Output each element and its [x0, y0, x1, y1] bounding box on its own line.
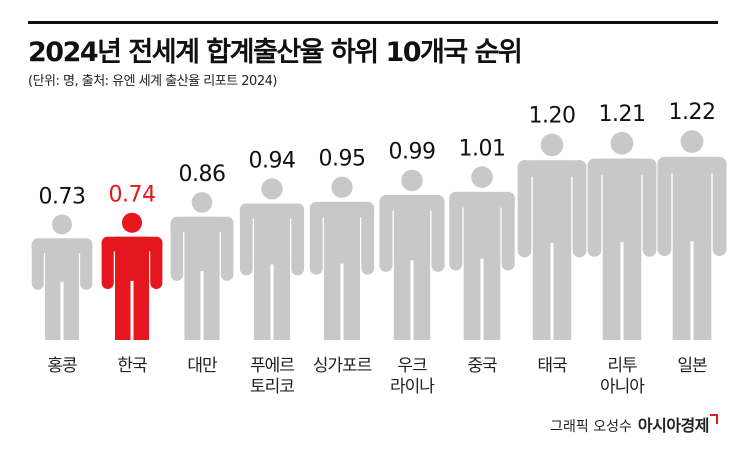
figure-body	[184, 216, 220, 271]
value-label: 1.20	[529, 104, 576, 129]
person-figure	[379, 169, 445, 340]
value-label: 0.99	[389, 140, 436, 165]
figure-leg	[63, 279, 79, 340]
figure-arm	[101, 236, 114, 290]
figure-arm	[379, 195, 393, 272]
title-rule	[28, 21, 718, 24]
figure-arm	[291, 203, 305, 276]
figure-arm	[309, 201, 323, 275]
value-label: 1.01	[459, 136, 506, 161]
figure-leg	[323, 261, 341, 340]
category-label: 푸에르 토리코	[250, 356, 295, 397]
figure-leg	[672, 239, 691, 340]
person-figure	[309, 176, 375, 340]
value-label: 0.95	[319, 147, 366, 172]
figure-leg	[413, 258, 431, 340]
figure-head	[540, 133, 564, 157]
figure-leg	[45, 279, 61, 340]
figure-arm	[31, 238, 44, 290]
category-label: 홍콩	[47, 356, 77, 376]
figure-body	[114, 236, 150, 281]
figure-arm	[220, 216, 234, 281]
figure-body	[393, 195, 431, 261]
figure-arm	[239, 203, 253, 276]
figure-leg	[273, 262, 290, 340]
figure-head	[331, 176, 353, 198]
value-label: 1.22	[669, 100, 716, 125]
category-label: 대만	[187, 356, 217, 376]
figure-leg	[463, 256, 481, 340]
figure-arm	[501, 191, 515, 271]
figure-arm	[712, 156, 727, 257]
person-figure	[170, 192, 234, 340]
value-label: 0.94	[249, 148, 296, 173]
figure-arm	[361, 201, 375, 275]
figure-arm	[642, 158, 657, 257]
figure-leg	[602, 240, 621, 340]
figure-arm	[431, 195, 445, 272]
figure-leg	[184, 268, 201, 340]
figure-head	[52, 214, 72, 235]
figure-leg	[343, 261, 361, 340]
figure-arm	[449, 191, 463, 271]
figure-body	[463, 191, 501, 259]
figure-leg	[203, 268, 220, 340]
category-label: 우크 라이나	[390, 356, 435, 397]
value-label: 0.86	[179, 162, 226, 187]
source-logo: 아시아경제	[637, 416, 710, 435]
person-figure	[31, 214, 93, 340]
figure-body	[672, 156, 712, 242]
figure-body	[323, 201, 361, 264]
logo-mark	[710, 414, 718, 424]
chart-subtitle: (단위: 명, 출처: 유엔 세계 출산율 리포트 2024)	[28, 74, 277, 89]
figure-arm	[517, 160, 532, 258]
figure-arm	[587, 158, 602, 257]
figure-head	[261, 178, 283, 200]
category-label: 태국	[537, 356, 567, 376]
figure-head	[121, 212, 143, 233]
figure-leg	[693, 239, 712, 340]
category-label: 한국	[117, 356, 147, 376]
person-figure	[517, 133, 587, 340]
figure-arm	[150, 236, 163, 290]
figure-arm	[572, 160, 587, 258]
person-figure	[101, 212, 163, 340]
value-label: 0.74	[109, 183, 156, 208]
category-label: 중국	[467, 356, 497, 376]
figure-leg	[553, 240, 572, 340]
figure-leg	[133, 278, 150, 340]
figure-leg	[483, 256, 501, 340]
figure-head	[191, 192, 213, 213]
figure-leg	[532, 240, 551, 340]
figure-leg	[623, 240, 642, 340]
figure-head	[610, 131, 634, 155]
figure-leg	[114, 278, 131, 340]
figure-arm	[170, 216, 184, 281]
credit-text: 그래픽 오성수	[550, 419, 632, 435]
person-figure	[449, 166, 515, 340]
figure-body	[602, 158, 642, 243]
person-figure	[587, 131, 657, 340]
person-figure	[657, 130, 727, 340]
person-figure	[239, 178, 305, 340]
value-label: 0.73	[39, 184, 86, 209]
figure-body	[532, 160, 572, 243]
figure-leg	[254, 262, 271, 340]
figure-body	[45, 238, 79, 282]
figure-body	[254, 203, 290, 265]
figure-head	[471, 166, 493, 188]
chart-title: 2024년 전세계 합계출산율 하위 10개국 순위	[28, 37, 523, 68]
figure-arm	[80, 238, 93, 290]
figure-head	[401, 169, 423, 192]
category-label: 리투 아니아	[600, 356, 645, 397]
figure-leg	[393, 258, 411, 340]
category-label: 일본	[677, 356, 707, 376]
figure-arm	[657, 156, 672, 257]
credit: 그래픽 오성수 아시아경제	[550, 412, 709, 436]
category-label: 싱가포르	[312, 356, 373, 376]
figure-head	[680, 130, 704, 153]
value-label: 1.21	[599, 102, 646, 127]
